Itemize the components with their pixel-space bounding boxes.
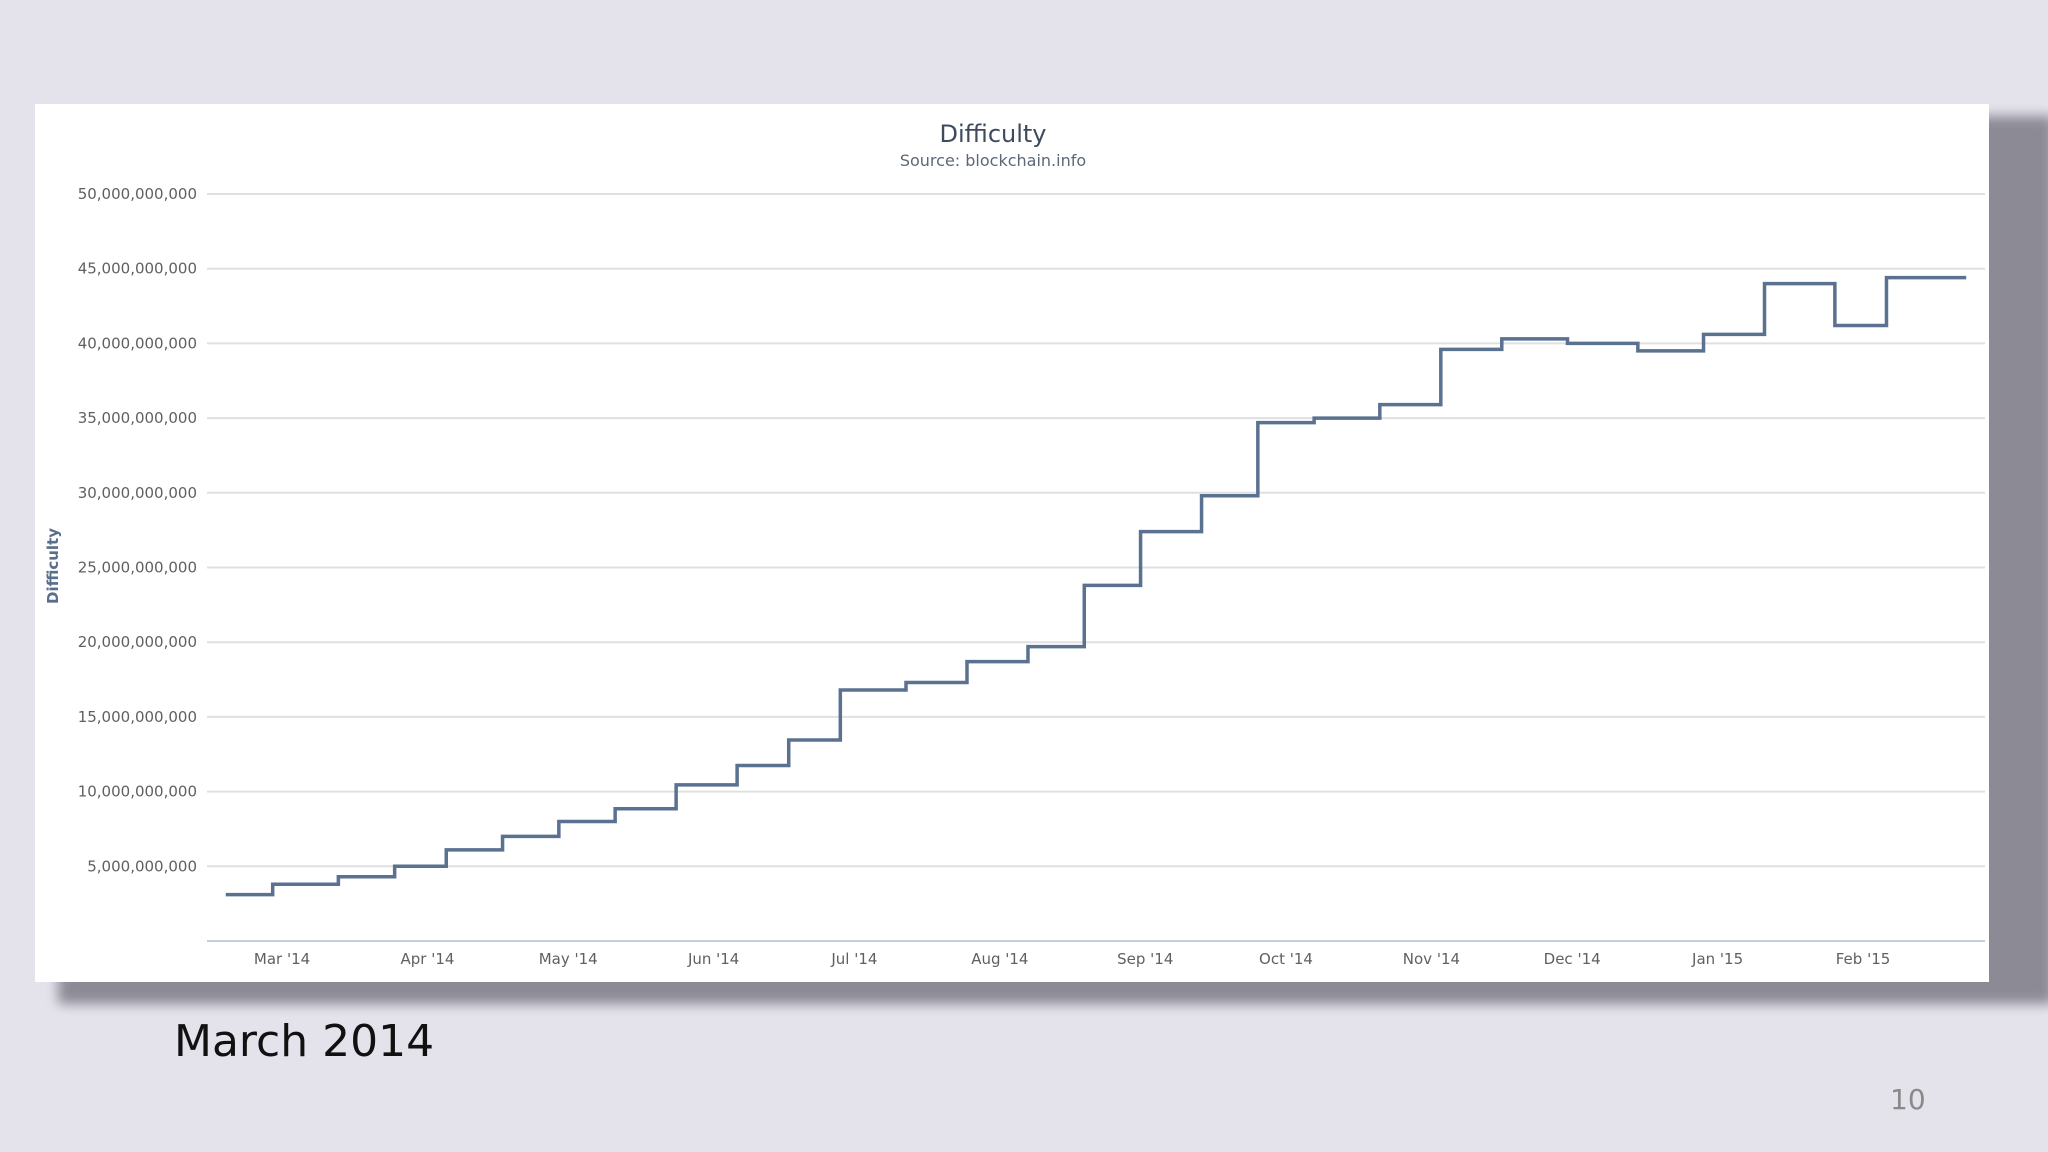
y-tick-label: 15,000,000,000 [78, 708, 197, 726]
y-tick-label: 40,000,000,000 [78, 334, 197, 352]
x-tick-label: Oct '14 [1259, 950, 1313, 968]
chart-title: Difficulty [939, 120, 1046, 148]
x-tick-label: Apr '14 [401, 950, 455, 968]
difficulty-chart: Mar '14 Apr '14 May '14 Jun '14 Jul '14 Aug '… [44, 120, 1985, 968]
chart-subtitle: Source: blockchain.info [900, 151, 1086, 170]
grid-lines [207, 193, 1985, 868]
slide-caption: March 2014 [174, 1016, 435, 1067]
y-tick-label: 5,000,000,000 [87, 857, 197, 875]
y-axis-ticks: 5,000,000,000 10,000,000,000 15,000,000,00… [78, 185, 197, 875]
y-tick-label: 45,000,000,000 [78, 260, 197, 278]
slide-number: 10 [1890, 1083, 1926, 1116]
x-tick-label: Sep '14 [1117, 950, 1173, 968]
x-tick-label: Mar '14 [254, 950, 310, 968]
y-tick-label: 20,000,000,000 [78, 633, 197, 651]
x-tick-label: Jan '15 [1691, 950, 1743, 968]
x-tick-label: May '14 [539, 950, 598, 968]
x-axis-ticks: Mar '14 Apr '14 May '14 Jun '14 Jul '14 Aug '… [254, 950, 1890, 968]
x-tick-label: Jun '14 [687, 950, 739, 968]
y-tick-label: 50,000,000,000 [78, 185, 197, 203]
y-tick-label: 30,000,000,000 [78, 484, 197, 502]
x-tick-label: Aug '14 [971, 950, 1028, 968]
difficulty-series-line [225, 275, 1967, 897]
x-tick-label: Dec '14 [1544, 950, 1601, 968]
y-axis-label: Difficulty [44, 528, 62, 604]
x-tick-label: Feb '15 [1836, 950, 1891, 968]
y-tick-label: 25,000,000,000 [78, 559, 197, 577]
x-tick-label: Jul '14 [830, 950, 877, 968]
y-tick-label: 35,000,000,000 [78, 409, 197, 427]
y-tick-label: 10,000,000,000 [78, 783, 197, 801]
chart-panel: Mar '14 Apr '14 May '14 Jun '14 Jul '14 Aug '… [35, 104, 1989, 982]
x-tick-label: Nov '14 [1403, 950, 1460, 968]
